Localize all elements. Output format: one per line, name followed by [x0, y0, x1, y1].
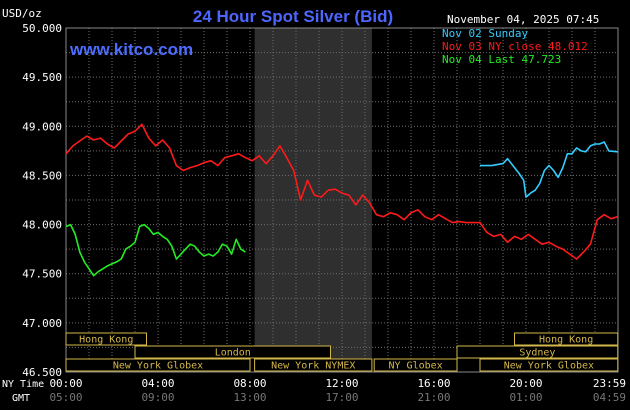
series-line-2	[65, 123, 619, 260]
session-label: NY Globex	[389, 361, 443, 372]
legend-entry: Nov 03 NY close 48.012	[442, 40, 588, 53]
legend-entry: Nov 02 Sunday	[442, 27, 528, 40]
x-tick-ny: 23:59	[593, 377, 626, 390]
x-tick-gmt: 17:00	[325, 391, 358, 404]
session-box	[456, 345, 619, 359]
x-tick-gmt: 21:00	[417, 391, 450, 404]
price-series	[65, 123, 619, 277]
session-label: New York Globex	[504, 361, 594, 372]
chart-title: 24 Hour Spot Silver (Bid)	[193, 7, 393, 26]
series-line-3	[65, 223, 246, 277]
session-box	[514, 332, 619, 346]
market-sessions: Hong Kong Hong Kong London Sydney New York G…	[65, 332, 619, 372]
x-tick-ny: 00:00	[49, 377, 82, 390]
plot-border	[65, 27, 619, 373]
session-box	[65, 358, 251, 372]
x-tick-gmt: 05:00	[49, 391, 82, 404]
session-box	[134, 345, 331, 359]
session-label: New York NYMEX	[271, 361, 355, 372]
session-label: Hong Kong	[539, 335, 593, 346]
x-tick-gmt: 13:00	[233, 391, 266, 404]
y-tick-label: 49.000	[22, 120, 62, 133]
session-box	[65, 332, 147, 346]
session-box	[254, 358, 373, 372]
session-label: New York Globex	[113, 361, 203, 372]
y-tick-label: 47.000	[22, 317, 62, 330]
timestamp: November 04, 2025 07:45	[447, 13, 599, 26]
gmt-label: GMT	[12, 393, 30, 404]
x-tick-ny: 04:00	[141, 377, 174, 390]
session-label: Hong Kong	[79, 335, 133, 346]
session-box	[479, 358, 619, 372]
x-tick-ny: 16:00	[417, 377, 450, 390]
x-tick-ny: 08:00	[233, 377, 266, 390]
x-tick-gmt: 01:00	[509, 391, 542, 404]
legend-entry: Nov 04 Last 47.723	[442, 53, 561, 66]
y-axis-ticks: 46.500 47.000 47.500 48.000 48.500 49.000 49.5…	[22, 22, 62, 379]
legend: Nov 02 Sunday Nov 03 NY close 48.012 Nov…	[442, 27, 588, 66]
x-tick-ny: 20:00	[509, 377, 542, 390]
ny-time-label: NY Time	[2, 379, 44, 390]
unit-label: USD/oz	[2, 7, 42, 20]
series-line-1	[480, 141, 618, 198]
session-label: London	[215, 348, 251, 359]
x-tick-gmt: 09:00	[141, 391, 174, 404]
y-tick-label: 48.000	[22, 219, 62, 232]
brand-watermark[interactable]: www.kitco.com	[69, 40, 193, 59]
session-box	[373, 358, 458, 372]
y-tick-label: 46.500	[22, 366, 62, 379]
session-label: Sydney	[519, 348, 555, 359]
y-tick-label: 50.000	[22, 22, 62, 35]
y-tick-label: 49.500	[22, 71, 62, 84]
x-tick-gmt: 04:59	[593, 391, 626, 404]
y-tick-label: 47.500	[22, 268, 62, 281]
y-tick-label: 48.500	[22, 169, 62, 182]
x-tick-ny: 12:00	[325, 377, 358, 390]
